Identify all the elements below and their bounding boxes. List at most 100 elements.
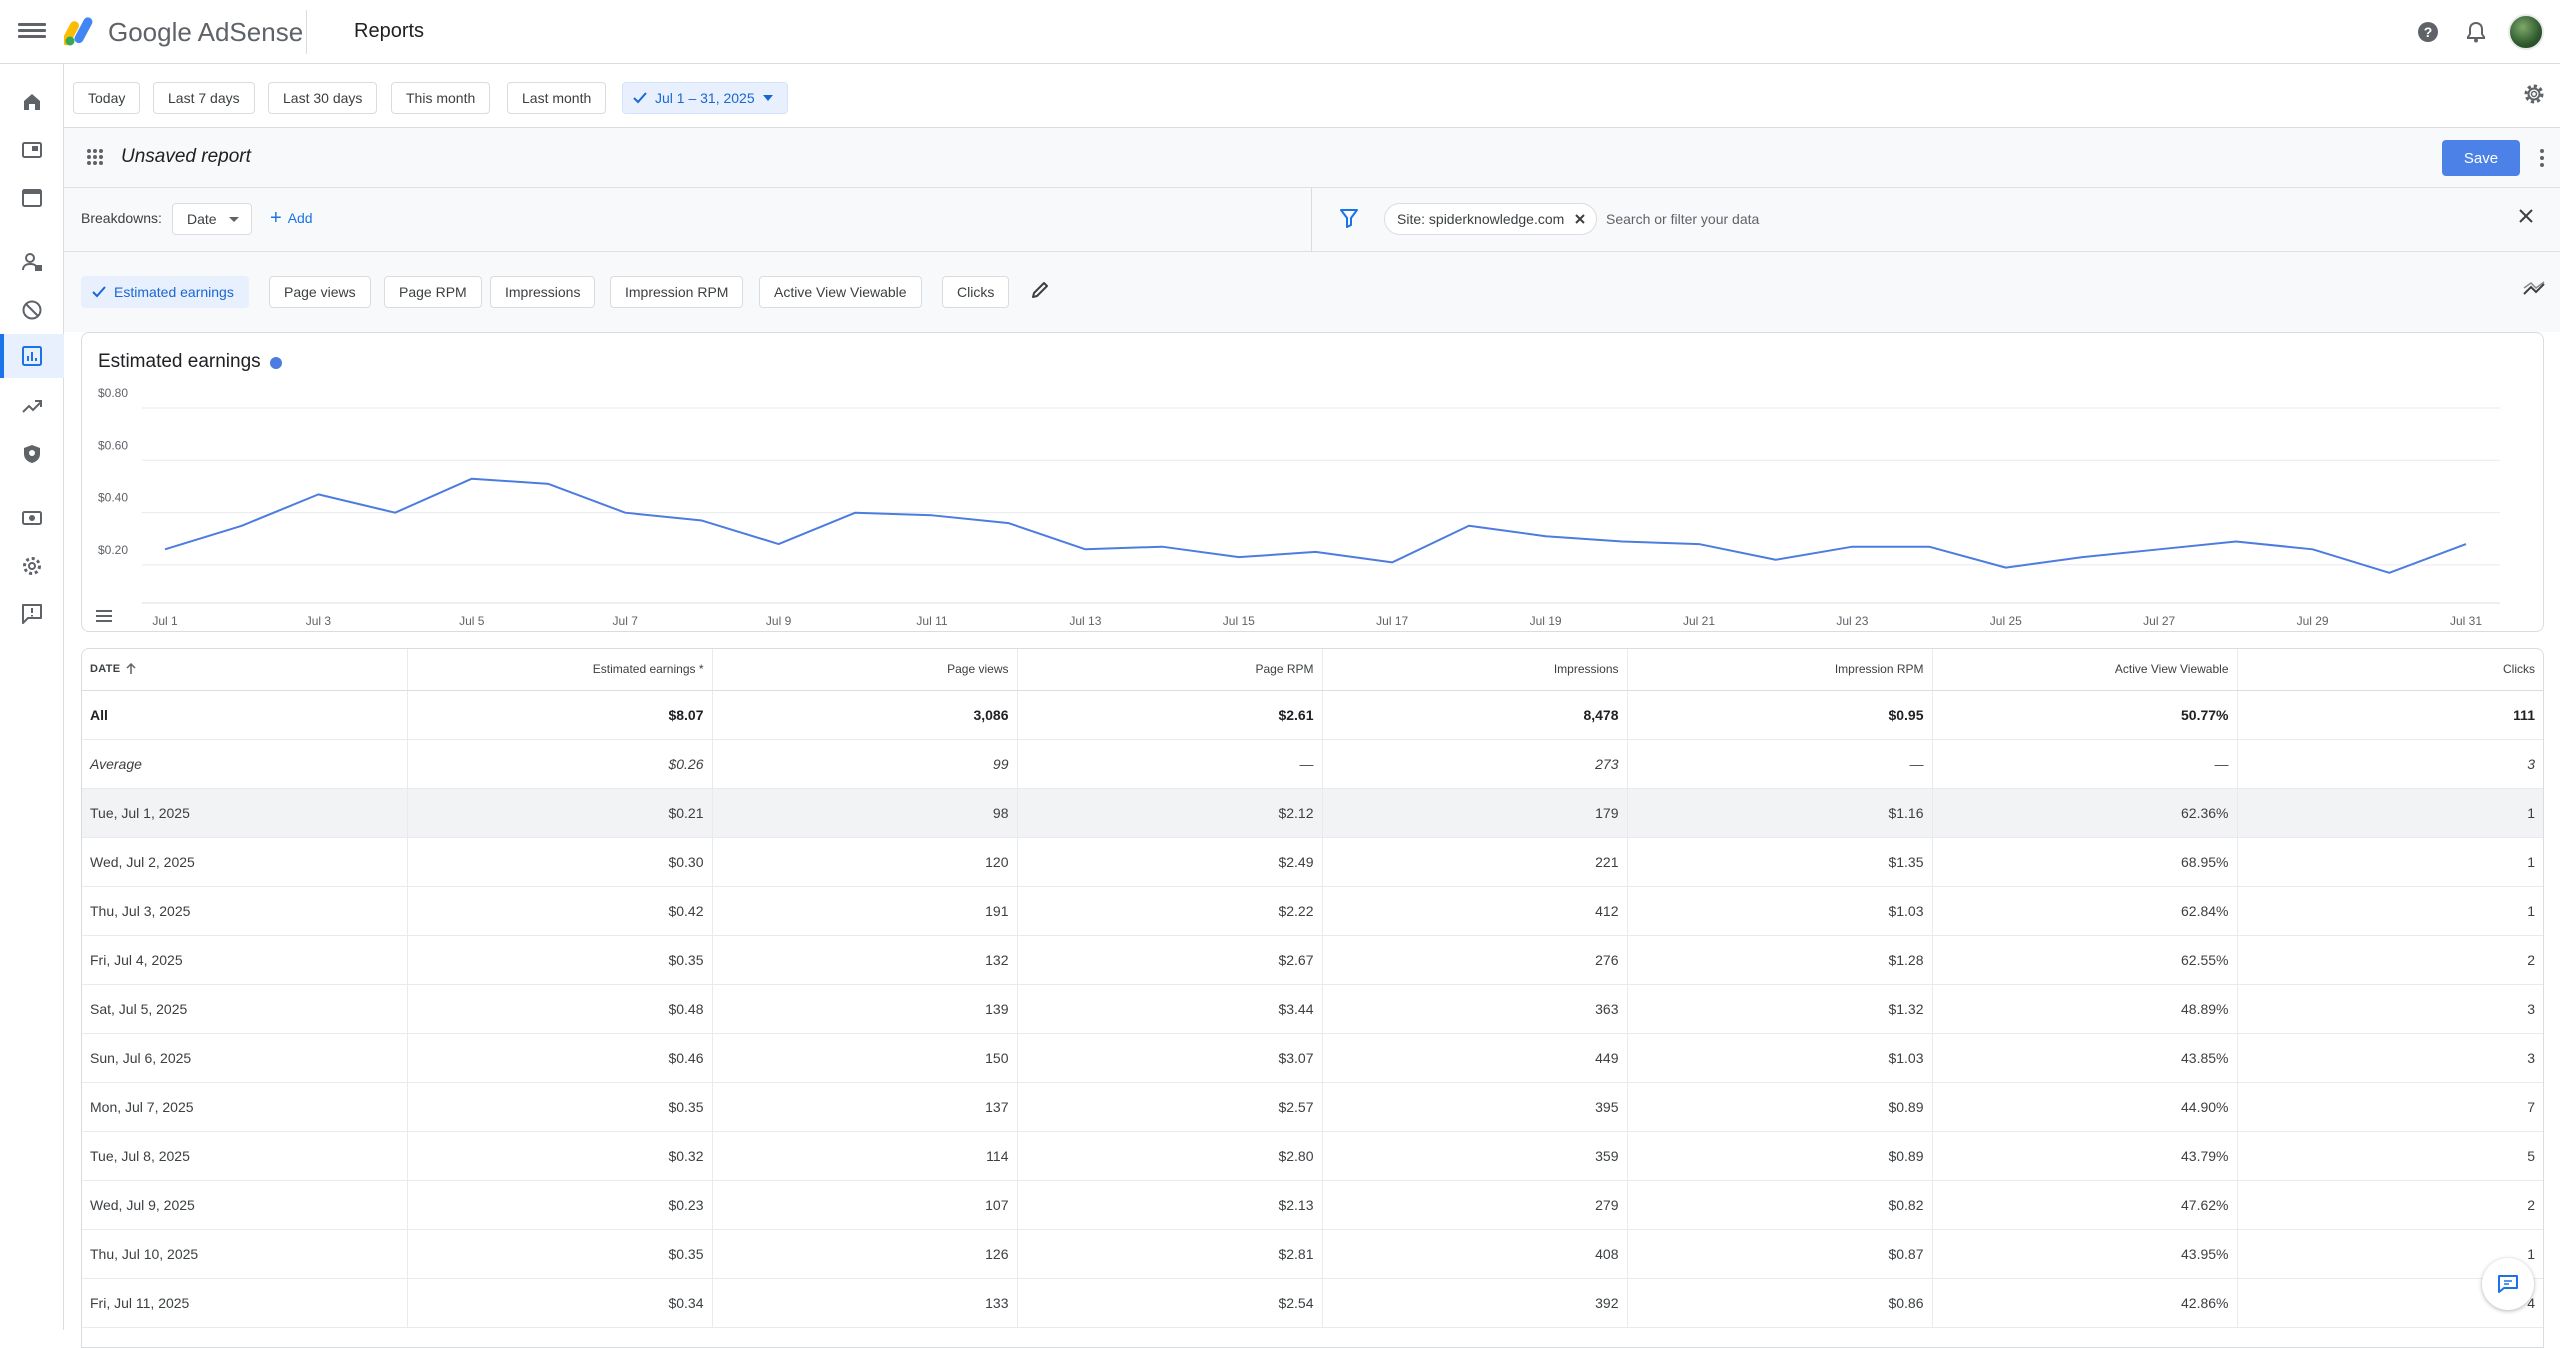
nav-privacy-messaging[interactable] [0, 240, 64, 284]
metric-chip-clicks[interactable]: Clicks [942, 276, 1009, 308]
table-cell: $0.87 [1627, 1229, 1932, 1278]
breakdowns-bar: Breakdowns: Date + Add Site: spiderknowl… [64, 188, 2560, 252]
edit-metrics-pencil-icon[interactable] [1030, 280, 1050, 300]
column-header-active-view-viewable[interactable]: Active View Viewable [1932, 649, 2237, 690]
column-header-impression-rpm[interactable]: Impression RPM [1627, 649, 1932, 690]
table-cell: $0.32 [407, 1131, 712, 1180]
table-cell: 43.95% [1932, 1229, 2237, 1278]
table-cell: 179 [1322, 788, 1627, 837]
table-cell: 359 [1322, 1131, 1627, 1180]
apps-grid-icon[interactable] [86, 148, 104, 166]
date-chip-last-30-days[interactable]: Last 30 days [268, 82, 377, 114]
column-header-estimated-earnings[interactable]: Estimated earnings * [407, 649, 712, 690]
svg-text:?: ? [2424, 24, 2433, 40]
column-header-clicks[interactable]: Clicks [2237, 649, 2543, 690]
column-header-page-views[interactable]: Page views [712, 649, 1017, 690]
date-chip-this-month[interactable]: This month [391, 82, 490, 114]
notifications-icon[interactable] [2460, 16, 2492, 48]
metric-chip-impressions[interactable]: Impressions [490, 276, 595, 308]
nav-optimization[interactable] [0, 384, 64, 428]
table-cell: 62.36% [1932, 788, 2237, 837]
main-menu-icon[interactable] [18, 20, 46, 44]
remove-filter-icon[interactable] [1574, 213, 1586, 225]
save-button[interactable]: Save [2442, 140, 2520, 176]
table-cell: Tue, Jul 1, 2025 [82, 788, 407, 837]
table-cell: — [1932, 739, 2237, 788]
column-header-page-rpm[interactable]: Page RPM [1017, 649, 1322, 690]
table-cell: 412 [1322, 886, 1627, 935]
site-filter-label: Site: spiderknowledge.com [1397, 211, 1564, 227]
metric-chip-page-rpm[interactable]: Page RPM [384, 276, 482, 308]
metric-chip-active-view-viewable[interactable]: Active View Viewable [759, 276, 922, 308]
nav-policy-center[interactable] [0, 432, 64, 476]
table-cell: 3,086 [712, 690, 1017, 739]
nav-payments[interactable] [0, 496, 64, 540]
account-avatar[interactable] [2508, 14, 2544, 50]
nav-sites[interactable] [0, 176, 64, 220]
table-cell: 392 [1322, 1278, 1627, 1327]
table-cell: $2.22 [1017, 886, 1322, 935]
nav-home[interactable] [0, 80, 64, 124]
date-chip-today[interactable]: Today [73, 82, 140, 114]
table-cell: $0.82 [1627, 1180, 1932, 1229]
nav-reports[interactable] [0, 334, 64, 378]
table-cell: $0.35 [407, 1082, 712, 1131]
clear-filters-icon[interactable] [2518, 208, 2534, 224]
x-tick-label: Jul 3 [306, 614, 332, 628]
top-app-bar: Google AdSense Reports ? [0, 0, 2560, 64]
nav-account-settings[interactable] [0, 544, 64, 588]
column-header-date[interactable]: DATE [82, 649, 407, 690]
nav-feedback[interactable] [0, 592, 64, 636]
filter-bar: Site: spiderknowledge.com [1311, 188, 2560, 252]
caret-down-icon [229, 217, 239, 222]
nav-brand-safety[interactable] [0, 288, 64, 332]
column-header-impressions[interactable]: Impressions [1322, 649, 1627, 690]
table-cell: 48.89% [1932, 984, 2237, 1033]
table-cell: $0.35 [407, 1229, 712, 1278]
chart-toggle-icon[interactable] [2522, 280, 2546, 298]
table-cell: — [1627, 739, 1932, 788]
report-name[interactable]: Unsaved report [121, 146, 251, 168]
top-actions: ? [2412, 14, 2544, 50]
add-breakdown-button[interactable]: + Add [270, 210, 313, 226]
filter-icon[interactable] [1340, 208, 1358, 228]
date-range-selector[interactable]: Jul 1 – 31, 2025 [622, 82, 788, 114]
report-settings-gear-icon[interactable] [2522, 82, 2546, 111]
table-cell: 273 [1322, 739, 1627, 788]
x-tick-label: Jul 9 [766, 614, 792, 628]
breakdown-select[interactable]: Date [172, 203, 252, 235]
report-table: DATE Estimated earnings * Page views Pag… [82, 649, 2543, 1328]
site-filter-chip[interactable]: Site: spiderknowledge.com [1384, 203, 1597, 235]
more-options-icon[interactable] [2532, 144, 2552, 172]
table-cell: 1 [2237, 788, 2543, 837]
metric-chip-impression-rpm[interactable]: Impression RPM [610, 276, 743, 308]
filter-search-input[interactable] [1604, 204, 2204, 234]
table-cell: 8,478 [1322, 690, 1627, 739]
y-tick-label: $0.80 [98, 386, 128, 400]
table-cell: 43.79% [1932, 1131, 2237, 1180]
report-header: Unsaved report Save [64, 128, 2560, 188]
breakdown-value: Date [187, 211, 217, 227]
table-cell: $1.03 [1627, 886, 1932, 935]
table-cell: Thu, Jul 3, 2025 [82, 886, 407, 935]
x-tick-label: Jul 7 [613, 614, 639, 628]
chart-legend-toggle-icon[interactable] [96, 610, 112, 622]
table-cell: Sun, Jul 6, 2025 [82, 1033, 407, 1082]
nav-ads[interactable] [0, 128, 64, 172]
table-cell: — [1017, 739, 1322, 788]
date-chip-last-month[interactable]: Last month [507, 82, 606, 114]
add-breakdown-label: Add [288, 210, 313, 226]
feedback-chat-button[interactable] [2482, 1258, 2534, 1310]
date-chip-last-7-days[interactable]: Last 7 days [153, 82, 255, 114]
help-icon[interactable]: ? [2412, 16, 2444, 48]
y-tick-label: $0.20 [98, 543, 128, 557]
table-cell: $2.67 [1017, 935, 1322, 984]
table-cell: 1 [2237, 837, 2543, 886]
ads-icon [21, 139, 43, 161]
metric-chip-page-views[interactable]: Page views [269, 276, 371, 308]
table-cell: $3.44 [1017, 984, 1322, 1033]
metric-chip-estimated-earnings[interactable]: Estimated earnings [81, 276, 249, 308]
